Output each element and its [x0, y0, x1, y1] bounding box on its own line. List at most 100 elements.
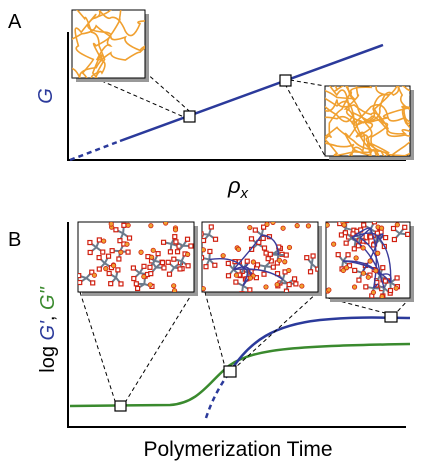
- monomer: [344, 241, 348, 245]
- separator: ,: [37, 310, 59, 321]
- monomer: [352, 247, 356, 251]
- figure: A G ρx B log G', G" Polymerization Time: [0, 0, 429, 465]
- monomer: [78, 281, 82, 285]
- monomer: [173, 235, 177, 239]
- free-monomer: [295, 223, 299, 227]
- monomer: [357, 278, 361, 282]
- monomer: [156, 252, 160, 256]
- free-monomer: [251, 260, 255, 264]
- free-monomer: [148, 283, 152, 287]
- monomer: [353, 268, 357, 272]
- monomer: [116, 268, 120, 272]
- free-monomer: [151, 248, 155, 252]
- monomer: [256, 263, 260, 267]
- monomer: [264, 251, 268, 255]
- free-monomer: [163, 221, 167, 225]
- free-monomer: [172, 284, 176, 288]
- monomer: [174, 240, 178, 244]
- symbol: ρ: [227, 173, 241, 198]
- free-monomer: [394, 286, 398, 290]
- monomer: [128, 236, 132, 240]
- free-monomer: [111, 264, 115, 268]
- monomer: [109, 282, 113, 286]
- monomer: [136, 286, 140, 290]
- free-monomer: [327, 288, 331, 292]
- monomer: [132, 277, 136, 281]
- free-monomer: [125, 242, 129, 246]
- monomer: [271, 265, 275, 269]
- free-monomer: [354, 256, 358, 260]
- free-monomer: [287, 245, 291, 249]
- free-monomer: [149, 223, 153, 227]
- monomer: [287, 283, 291, 287]
- zoom-marker: [385, 312, 397, 322]
- curve-dashed: [70, 141, 120, 160]
- monomer: [384, 236, 388, 240]
- monomer: [202, 238, 206, 242]
- monomer: [294, 282, 298, 286]
- monomer: [148, 265, 152, 269]
- monomer: [309, 270, 313, 274]
- x-axis-label: Polymerization Time: [143, 438, 332, 461]
- monomer: [369, 235, 373, 239]
- g-double-prime: G": [37, 286, 59, 310]
- monomer: [166, 260, 170, 264]
- monomer: [406, 232, 410, 236]
- free-monomer: [92, 273, 96, 277]
- monomer: [126, 250, 130, 254]
- monomer: [383, 279, 387, 283]
- free-monomer: [344, 266, 348, 270]
- monomer: [234, 280, 238, 284]
- monomer: [284, 253, 288, 257]
- monomer: [336, 253, 340, 257]
- x-axis-label: ρx: [227, 173, 249, 202]
- monomer: [346, 253, 350, 257]
- monomer: [149, 272, 153, 276]
- page: {"panels": [ {"label": "A", "y_axis": "G…: [0, 0, 429, 465]
- free-monomer: [361, 246, 365, 250]
- monomer: [263, 246, 267, 250]
- g-double-prime-curve: [70, 344, 410, 406]
- zoom-marker: [280, 75, 291, 86]
- monomer: [364, 285, 368, 289]
- free-monomer: [371, 290, 375, 294]
- free-monomer: [139, 250, 143, 254]
- connectors: [80, 292, 410, 401]
- free-monomer: [283, 260, 287, 264]
- monomer: [245, 259, 249, 263]
- free-monomer: [265, 222, 269, 226]
- monomer: [172, 257, 176, 261]
- monomer: [110, 249, 114, 253]
- monomer: [168, 250, 172, 254]
- g-prime: G': [37, 320, 59, 341]
- monomer: [311, 254, 315, 258]
- prefix: log: [37, 340, 59, 372]
- monomer: [142, 264, 146, 268]
- monomer: [186, 264, 190, 268]
- free-monomer: [236, 247, 240, 251]
- free-monomer: [376, 251, 380, 255]
- free-monomer: [300, 284, 304, 288]
- monomer: [339, 233, 343, 237]
- monomer: [77, 274, 81, 278]
- monomer: [162, 240, 166, 244]
- monomer: [214, 237, 218, 241]
- monomer: [293, 277, 297, 281]
- free-monomer: [368, 259, 372, 263]
- free-monomer: [352, 285, 356, 289]
- g-prime-curve-dashed: [206, 372, 230, 418]
- free-monomer: [342, 223, 346, 227]
- monomer: [122, 223, 126, 227]
- monomer: [381, 266, 385, 270]
- monomer: [262, 272, 266, 276]
- free-monomer: [234, 273, 238, 277]
- free-monomer: [395, 223, 399, 227]
- monomer: [204, 265, 208, 269]
- monomer: [226, 274, 230, 278]
- monomer: [114, 228, 118, 232]
- monomer: [403, 225, 407, 229]
- free-monomer: [185, 252, 189, 256]
- free-monomer: [374, 269, 378, 273]
- monomer: [389, 289, 393, 293]
- monomer: [178, 267, 182, 271]
